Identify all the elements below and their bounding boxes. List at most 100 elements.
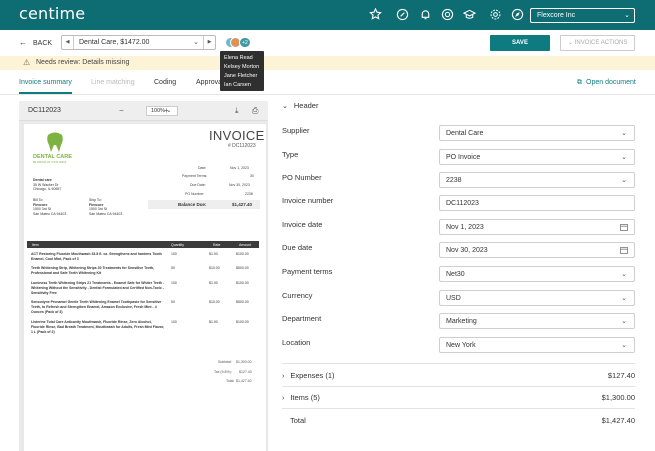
chevron-down-icon: ⌄: [193, 39, 199, 46]
item-quantity: 50: [171, 266, 175, 270]
header-section-title: Header: [293, 101, 319, 110]
app-logo[interactable]: centime: [19, 4, 86, 23]
warning-icon: ⚠: [23, 58, 31, 67]
field-value: PO Invoice: [446, 154, 481, 161]
expenses-label: Expenses (1): [290, 371, 335, 380]
next-document-button[interactable]: ▶: [203, 36, 215, 49]
item-rate: $10.00: [209, 300, 220, 304]
org-select[interactable]: Flexcore Inc ⌄: [530, 8, 635, 23]
header-section-toggle[interactable]: ⌄ Header: [282, 101, 318, 110]
items-value: $1,300.00: [601, 393, 635, 402]
tab-coding[interactable]: Coding: [154, 79, 177, 86]
field-value: Marketing: [446, 318, 477, 325]
invoice-number-field[interactable]: DC112023: [439, 195, 635, 211]
invoice-ship-to: Ship To: Flexcore 1500 3rd St San Mateo …: [89, 198, 122, 216]
previous-document-button[interactable]: ◀: [62, 36, 74, 49]
gear-icon[interactable]: [489, 8, 502, 21]
subtotal-label: Subtotal:: [218, 360, 232, 364]
bell-icon[interactable]: [419, 8, 432, 21]
bill-to-label: Bill To:: [33, 198, 44, 202]
zoom-value: 100%: [151, 108, 166, 114]
invoice-meta-label: Payment Terms:: [182, 174, 208, 178]
invoice-meta-value: 2238: [245, 192, 253, 196]
chevron-down-icon: ⌄: [621, 177, 627, 184]
tab-line-matching[interactable]: Line matching: [91, 79, 135, 86]
invoice-total-value: $1,427.40: [236, 379, 252, 383]
item-description: Teeth Whitening Strip, Whitening Strips …: [31, 266, 155, 275]
type-select[interactable]: PO Invoice ⌄: [439, 149, 635, 165]
open-document-link[interactable]: ⧉ Open document: [577, 79, 636, 87]
print-icon[interactable]: ⎙: [252, 106, 259, 115]
toolbar: ← BACK ◀ Dental Care, $1472.00 ⌄ ▶ +2: [0, 30, 655, 56]
tooltip-name: Kelsey Morton: [224, 64, 260, 70]
compass-icon[interactable]: [396, 8, 409, 21]
calendar-icon[interactable]: [620, 223, 628, 231]
field-label: Location: [282, 338, 311, 347]
invoice-actions-button[interactable]: ⌄ INVOICE ACTIONS: [560, 35, 635, 51]
ship-to-address-line: San Mateo CA 94403: [89, 211, 123, 216]
column-header: Amount: [239, 243, 252, 247]
column-header: Rate: [213, 243, 221, 247]
chevron-down-icon: ⌄: [621, 154, 627, 161]
save-button[interactable]: SAVE: [490, 35, 550, 51]
assignee-avatars[interactable]: +2: [225, 37, 255, 49]
tab-approval[interactable]: Approval: [196, 79, 224, 86]
active-tab-indicator: [19, 92, 72, 94]
divider: [282, 408, 635, 409]
tooltip-name: Jane Fletcher: [224, 73, 258, 79]
calendar-icon[interactable]: [620, 246, 628, 254]
item-description: Sensodyne Pronamel Gentle Teeth Whitenin…: [31, 300, 162, 314]
supplier-select[interactable]: Dental Care ⌄: [439, 125, 635, 141]
zoom-out-button[interactable]: −: [119, 106, 124, 115]
item-rate: $1.00: [209, 320, 218, 324]
location-select[interactable]: New York ⌄: [439, 337, 635, 353]
download-icon[interactable]: ⤓: [235, 106, 239, 115]
field-label: Due date: [282, 243, 313, 252]
support-icon[interactable]: [441, 8, 454, 21]
field-value: Dental Care: [446, 130, 484, 137]
ship-to-name: Flexcore: [89, 202, 104, 207]
viewer-toolbar: DC112023 − 100% ⌄ + ⤓ ⎙: [19, 101, 268, 121]
tab-invoice-summary[interactable]: Invoice summary: [19, 79, 72, 86]
field-value: DC112023: [446, 200, 479, 207]
item-quantity: 100: [171, 281, 177, 285]
document-picker-value: Dental Care, $1472.00: [79, 39, 150, 46]
badge-icon[interactable]: [369, 8, 382, 21]
item-description: ACT Restoring Fluoride Mouthwash 33.8 fl…: [31, 252, 162, 261]
back-button[interactable]: ← BACK: [19, 38, 52, 47]
subtotal-value: $1,300.00: [236, 360, 252, 364]
field-label: Type: [282, 150, 299, 159]
item-quantity: 100: [171, 320, 177, 324]
payment-terms-select[interactable]: Net30 ⌄: [439, 266, 635, 282]
field-value: New York: [446, 342, 476, 349]
field-label: Invoice date: [282, 220, 323, 229]
item-amount: $100.00: [236, 252, 249, 256]
currency-select[interactable]: USD ⌄: [439, 290, 635, 306]
tooltip-name: Ian Carsen: [224, 82, 251, 88]
total-label: Total: [290, 416, 306, 425]
item-rate: $1.00: [209, 252, 218, 256]
explore-icon[interactable]: [511, 8, 524, 21]
assignees-tooltip: Elena Read Kelsey Morton Jane Fletcher I…: [220, 51, 264, 91]
graduation-cap-icon[interactable]: [463, 8, 476, 21]
zoom-select[interactable]: 100% ⌄: [146, 106, 178, 116]
department-select[interactable]: Marketing ⌄: [439, 313, 635, 329]
zoom-in-button[interactable]: +: [164, 106, 169, 115]
invoice-page: [24, 124, 266, 451]
invoice-meta-value: Nov 30, 2023: [229, 183, 250, 187]
field-label: Department: [282, 314, 322, 323]
item-amount: $500.00: [236, 300, 249, 304]
document-picker[interactable]: ◀ Dental Care, $1472.00 ⌄ ▶: [61, 35, 216, 50]
invoice-company-logo-text: DENTAL CARE: [33, 154, 72, 160]
ship-to-address-line: 1500 3rd St: [89, 207, 108, 211]
divider: [282, 386, 635, 387]
total-value: $1,427.40: [601, 416, 635, 425]
invoice-date-field[interactable]: Nov 1, 2023: [439, 219, 635, 235]
field-value: Nov 30, 2023: [446, 247, 488, 254]
arrow-left-icon: ←: [19, 38, 27, 47]
balance-label: Balance Due:: [178, 202, 207, 207]
field-label: Currency: [282, 291, 313, 300]
due-date-field[interactable]: Nov 30, 2023: [439, 242, 635, 258]
banner-text: Needs review: Details missing: [36, 59, 130, 66]
po-number-select[interactable]: 2238 ⌄: [439, 172, 635, 188]
